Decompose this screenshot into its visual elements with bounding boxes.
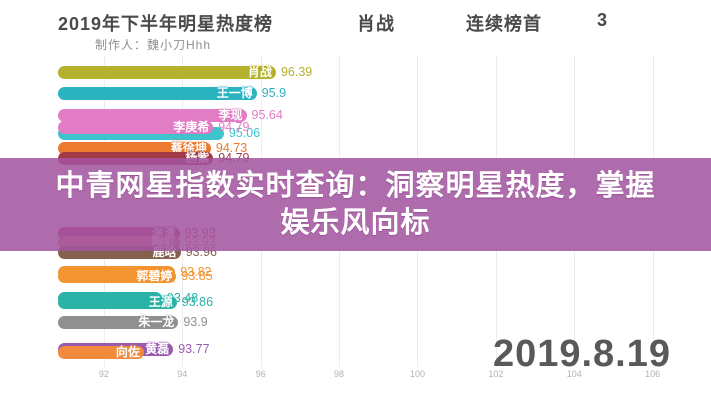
bar-value: 93.82	[180, 265, 212, 279]
bar-row: 李现 95.64	[58, 108, 283, 122]
bar-label: 郭碧婷	[136, 269, 173, 283]
bar-value: 95.06	[228, 126, 261, 140]
x-axis-tick-label: 98	[334, 369, 345, 379]
leader-name: 肖战	[357, 14, 395, 34]
bar-value: 93.86	[181, 295, 214, 309]
x-axis-tick-label: 100	[409, 369, 425, 379]
overlay-text-line2: 娱乐风向标	[280, 206, 431, 239]
bar-row: 王源 93.86	[58, 295, 213, 309]
bar-label: 李庚希	[173, 120, 210, 134]
bar-row: 郭碧婷 93.85	[58, 269, 213, 283]
bar-label: 黄磊	[145, 342, 170, 356]
x-axis-tick-label: 96	[255, 369, 266, 379]
bar-label: 王一博	[216, 86, 253, 100]
bar-row: 朱一龙 93.9	[58, 315, 208, 329]
x-axis-tick-label: 102	[488, 369, 504, 379]
bar-value: 95.9	[261, 86, 287, 100]
overlay-banner: 中青网星指数实时查询：洞察明星热度，掌握 娱乐风向标	[0, 158, 711, 251]
bar-value: 96.39	[280, 65, 313, 79]
bar-row: 肖战 96.39	[58, 65, 312, 79]
bar-row: 李庚希 94.79	[58, 120, 250, 134]
bar-row: 蔡徐坤 94.73	[58, 141, 247, 155]
producer-credit: 制作人：魏小刀Hhh	[95, 38, 212, 52]
bar-label: 蔡徐坤	[170, 141, 207, 155]
bar-value: 94.79	[218, 120, 250, 134]
bar-label: 向佐	[115, 345, 140, 359]
bar-value: 94.73	[215, 141, 248, 155]
leader-count: 3	[597, 10, 609, 30]
bar-label: 肖战	[247, 65, 272, 79]
bar-value: 93.85	[181, 269, 213, 283]
current-date-label: 2019.8.19	[492, 333, 671, 375]
bar-row: 王一博 95.9	[58, 86, 286, 100]
x-axis-tick-label: 92	[98, 369, 109, 379]
x-axis-tick-label: 94	[177, 369, 188, 379]
bar-value: 93.77	[178, 342, 210, 356]
x-axis-tick-label: 106	[645, 369, 661, 379]
bar-label: 李现	[218, 108, 243, 122]
chart-title: 2019年下半年明星热度榜	[58, 14, 274, 34]
x-axis-tick-label: 104	[566, 369, 582, 379]
bar-value: 95.64	[251, 108, 283, 122]
bar-value: 93.9	[183, 315, 208, 329]
leader-caption: 连续榜首	[466, 14, 542, 34]
bar-label: 王源	[148, 295, 173, 309]
bar-row: 向佐	[58, 345, 144, 359]
bar-label: 朱一龙	[138, 315, 175, 329]
overlay-text-line1: 中青网星指数实时查询：洞察明星热度，掌握	[55, 169, 656, 202]
